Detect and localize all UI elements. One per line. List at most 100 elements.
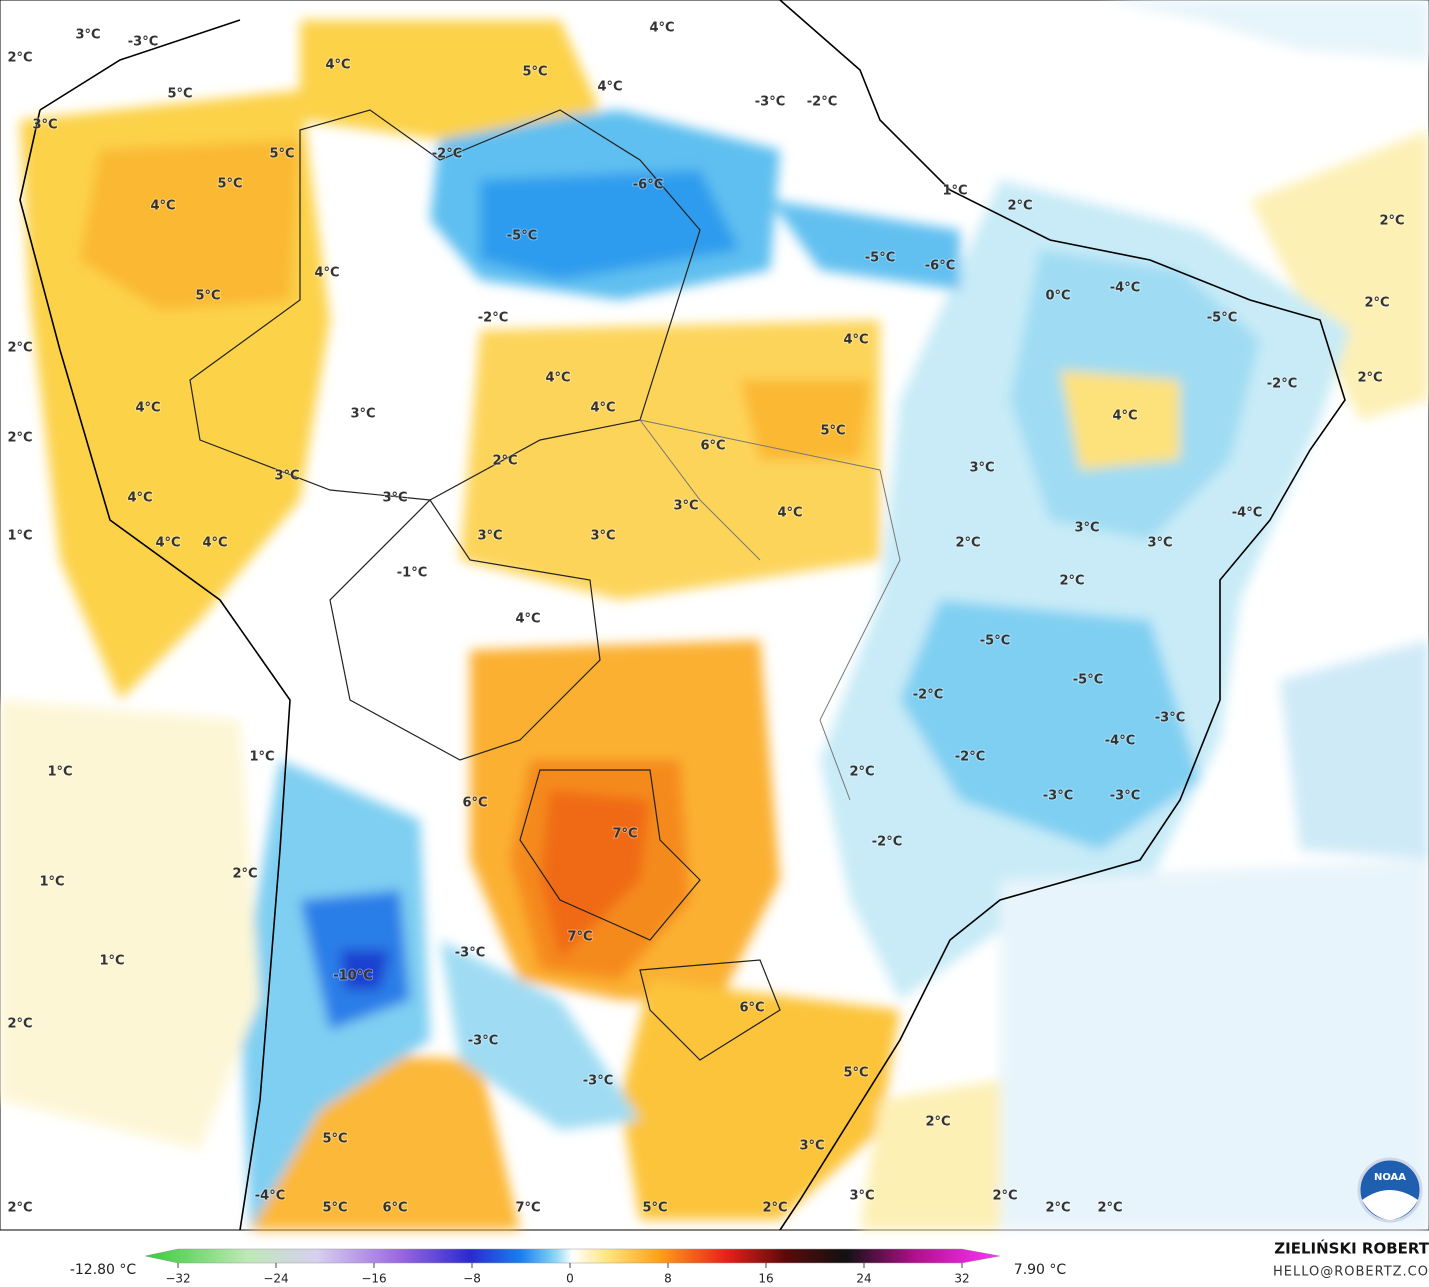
- contour-label: 4°C: [1112, 409, 1137, 424]
- contour-label: -6°C: [633, 178, 663, 193]
- contour-label: 2°C: [1357, 371, 1382, 386]
- borders: [189, 109, 781, 1061]
- contour-label: 2°C: [1097, 1201, 1122, 1216]
- contour-label: -3°C: [1043, 789, 1073, 804]
- contour-label: 2°C: [1045, 1201, 1070, 1216]
- contour-label: 4°C: [155, 536, 180, 551]
- contour-label: 1°C: [47, 765, 72, 780]
- contour-label: 1°C: [39, 875, 64, 890]
- contour-label: -2°C: [872, 835, 902, 850]
- contour-label: 2°C: [925, 1115, 950, 1130]
- contour-label: -3°C: [583, 1074, 613, 1089]
- colorbar-max: 7.90 °C: [1014, 1262, 1067, 1278]
- contour-label: 4°C: [545, 371, 570, 386]
- contour-label: 3°C: [799, 1139, 824, 1154]
- state-borders: [639, 419, 901, 801]
- colorbar-tick-label: −16: [361, 1272, 386, 1286]
- contour-label: 4°C: [150, 199, 175, 214]
- contour-label: 3°C: [1147, 536, 1172, 551]
- contour-label: 1°C: [7, 529, 32, 544]
- contour-label: 3°C: [590, 529, 615, 544]
- contour-label: 3°C: [350, 407, 375, 422]
- contour-label: -4°C: [255, 1189, 285, 1204]
- colorbar-tick-label: −8: [463, 1272, 481, 1286]
- contour-label: 2°C: [7, 341, 32, 356]
- contour-label: -5°C: [507, 229, 537, 244]
- contour-label: 4°C: [777, 506, 802, 521]
- colorbar-tick-label: 32: [954, 1272, 969, 1286]
- contour-label: 5°C: [642, 1201, 667, 1216]
- contour-label: -4°C: [1232, 506, 1262, 521]
- contour-label: 1°C: [99, 954, 124, 969]
- contour-label: -5°C: [1073, 673, 1103, 688]
- contour-label: 2°C: [7, 1017, 32, 1032]
- contour-label: 6°C: [739, 1001, 764, 1016]
- noaa-logo: NOAA: [1357, 1157, 1423, 1223]
- contour-label: -5°C: [865, 251, 895, 266]
- contour-label: 5°C: [820, 424, 845, 439]
- contour-label: 5°C: [322, 1201, 347, 1216]
- contour-label: 2°C: [849, 765, 874, 780]
- contour-label: -6°C: [925, 259, 955, 274]
- contour-label: 2°C: [1059, 574, 1084, 589]
- contour-label: -4°C: [1110, 281, 1140, 296]
- contour-label: 4°C: [202, 536, 227, 551]
- colorbar-scale: [144, 1248, 1001, 1264]
- contour-label: 5°C: [217, 177, 242, 192]
- colorbar-tick-label: 8: [664, 1272, 672, 1286]
- author: ZIELIŃSKI ROBERT: [1274, 1239, 1429, 1258]
- contour-label: 4°C: [649, 21, 674, 36]
- contour-label: 3°C: [849, 1189, 874, 1204]
- contour-label: -2°C: [1267, 377, 1297, 392]
- contour-label: 6°C: [700, 439, 725, 454]
- colorbar-tick-label: −24: [263, 1272, 288, 1286]
- contour-label: 2°C: [1379, 214, 1404, 229]
- contour-label: 1°C: [249, 750, 274, 765]
- contour-label: 3°C: [32, 118, 57, 133]
- contour-label: 5°C: [843, 1066, 868, 1081]
- contour-label: -2°C: [432, 147, 462, 162]
- colorbar: -12.80 °C 7.90 °C −32 −24 −16 −8 0 8 16 24 32: [70, 1248, 1067, 1286]
- contour-label: -3°C: [468, 1034, 498, 1049]
- contour-labels: 2°C 3°C -3°C 4°C 5°C 4°C 4°C 5°C 3°C -3°C -2°C 5°C -…: [6, 20, 1405, 1217]
- contour-label: -3°C: [128, 35, 158, 50]
- contour-label: -3°C: [455, 946, 485, 961]
- colorbar-tick-label: 16: [758, 1272, 773, 1286]
- contour-label: -2°C: [955, 750, 985, 765]
- contour-label: -5°C: [1207, 311, 1237, 326]
- contour-label: 4°C: [135, 401, 160, 416]
- contour-label: 2°C: [1007, 199, 1032, 214]
- contour-label: -3°C: [1155, 711, 1185, 726]
- contour-label: 2°C: [7, 1201, 32, 1216]
- contour-label: 4°C: [843, 333, 868, 348]
- contour-label: 2°C: [232, 867, 257, 882]
- contour-label: 3°C: [382, 491, 407, 506]
- contour-label: -1°C: [397, 566, 427, 581]
- logo-text: NOAA: [1374, 1172, 1406, 1183]
- colorbar-tick-label: −32: [165, 1272, 190, 1286]
- contour-label: -2°C: [807, 95, 837, 110]
- contour-label: 7°C: [567, 930, 592, 945]
- coastline: [19, 0, 1346, 1231]
- colorbar-tick-label: 24: [856, 1272, 871, 1286]
- map: 2°C 3°C -3°C 4°C 5°C 4°C 4°C 5°C 3°C -3°C -2°C 5°C -…: [0, 0, 1429, 1231]
- contour-label: -4°C: [1105, 734, 1135, 749]
- contour-label: 4°C: [597, 80, 622, 95]
- colorbar-tick-label: 0: [566, 1272, 574, 1286]
- contour-label: 7°C: [612, 827, 637, 842]
- contour-label: 6°C: [382, 1201, 407, 1216]
- contour-label: 7°C: [515, 1201, 540, 1216]
- contour-label: 5°C: [322, 1132, 347, 1147]
- contour-label: 3°C: [1074, 521, 1099, 536]
- contour-label: 5°C: [195, 289, 220, 304]
- contour-label: 3°C: [477, 529, 502, 544]
- contour-label: 5°C: [167, 87, 192, 102]
- contour-label: 4°C: [590, 401, 615, 416]
- contour-label: -2°C: [913, 688, 943, 703]
- colorbar-ticks: −32 −24 −16 −8 0 8 16 24 32: [165, 1263, 970, 1286]
- contour-label: -5°C: [980, 634, 1010, 649]
- contour-label: 4°C: [314, 266, 339, 281]
- contour-label: 2°C: [492, 454, 517, 469]
- contour-label: -10°C: [333, 969, 373, 984]
